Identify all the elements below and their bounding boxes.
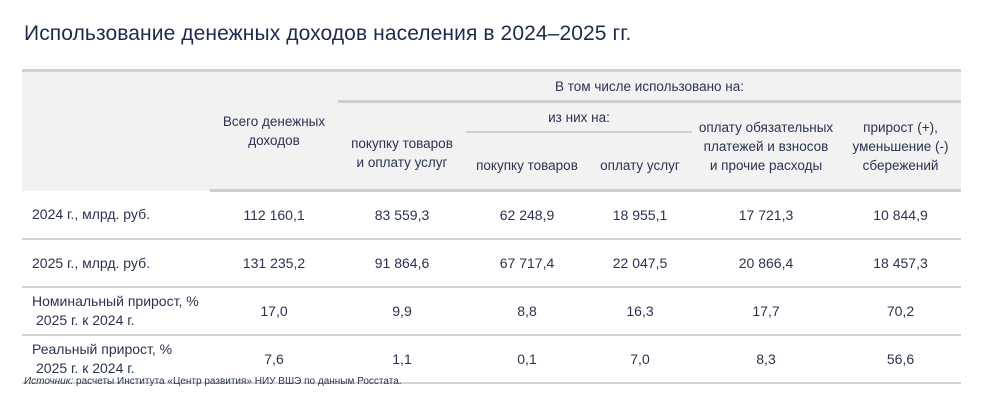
row-label: 2024 г., млрд. руб. xyxy=(22,190,210,240)
cell-total-income: 7,6 xyxy=(210,335,338,384)
row-label: 2025 г., млрд. руб. xyxy=(22,239,210,288)
table-row-2025: 2025 г., млрд. руб. 131 235,2 91 864,6 6… xyxy=(22,239,962,288)
source-label: Источник: xyxy=(24,376,74,387)
table-row-nominal-growth: Номинальный прирост, % 2025 г. к 2024 г.… xyxy=(22,287,962,336)
cell-mandatory-payments: 17,7 xyxy=(692,287,840,336)
header-of-which: из них на: xyxy=(466,101,692,133)
cell-goods-and-services: 83 559,3 xyxy=(338,190,466,240)
header-empty-cell xyxy=(22,69,210,191)
header-mandatory-line2: платежей и взносов xyxy=(703,138,829,154)
header-goods-and-services-line1: покупку товаров xyxy=(351,136,453,151)
cell-mandatory-payments: 8,3 xyxy=(692,335,840,384)
cell-services: 22 047,5 xyxy=(588,239,692,288)
cell-savings-change: 56,6 xyxy=(840,335,962,384)
row-label: Реальный прирост, % 2025 г. к 2024 г. xyxy=(22,335,210,384)
cell-savings-change: 10 844,9 xyxy=(840,190,962,240)
cell-goods: 62 248,9 xyxy=(466,190,588,240)
cell-mandatory-payments: 20 866,4 xyxy=(692,239,840,288)
cell-savings-change: 18 457,3 xyxy=(840,239,962,288)
header-mandatory-payments: оплату обязательных платежей и взносов и… xyxy=(692,101,840,192)
cell-total-income: 112 160,1 xyxy=(210,190,338,240)
header-goods-and-services: покупку товаров и оплату услуг xyxy=(338,101,466,192)
header-goods: покупку товаров xyxy=(466,132,588,192)
header-goods-and-services-line2: и оплату услуг xyxy=(356,155,448,170)
header-total-income-line2: доходов xyxy=(248,132,300,148)
cell-goods-and-services: 9,9 xyxy=(338,287,466,336)
table-row-2024: 2024 г., млрд. руб. 112 160,1 83 559,3 6… xyxy=(22,190,962,240)
header-savings-line3: сбережений xyxy=(862,157,939,173)
cell-mandatory-payments: 17 721,3 xyxy=(692,190,840,240)
cell-goods: 8,8 xyxy=(466,287,588,336)
row-label: Номинальный прирост, % 2025 г. к 2024 г. xyxy=(22,287,210,336)
header-savings-line1: прирост (+), xyxy=(863,119,938,135)
header-group-used-for: В том числе использовано на: xyxy=(338,69,962,103)
cell-services: 7,0 xyxy=(588,335,692,384)
cell-goods: 67 717,4 xyxy=(466,239,588,288)
cell-goods-and-services: 91 864,6 xyxy=(338,239,466,288)
source-note: Источник: расчеты Института «Центр разви… xyxy=(24,376,402,387)
cell-services: 18 955,1 xyxy=(588,190,692,240)
header-savings-line2: уменьшение (-) xyxy=(852,138,949,154)
cell-savings-change: 70,2 xyxy=(840,287,962,336)
page-title: Использование денежных доходов населения… xyxy=(24,22,632,45)
table-body: 2024 г., млрд. руб. 112 160,1 83 559,3 6… xyxy=(22,190,962,384)
cell-total-income: 17,0 xyxy=(210,287,338,336)
cell-services: 16,3 xyxy=(588,287,692,336)
header-services: оплату услуг xyxy=(588,132,692,192)
header-mandatory-line1: оплату обязательных xyxy=(698,119,834,135)
header-total-income-line1: Всего денежных xyxy=(222,113,326,129)
cell-goods: 0,1 xyxy=(466,335,588,384)
header-total-income: Всего денежных доходов xyxy=(210,69,338,192)
table-row-real-growth: Реальный прирост, % 2025 г. к 2024 г. 7,… xyxy=(22,335,962,384)
cell-total-income: 131 235,2 xyxy=(210,239,338,288)
cell-goods-and-services: 1,1 xyxy=(338,335,466,384)
header-savings-change: прирост (+), уменьшение (-) сбережений xyxy=(840,101,962,192)
source-text: расчеты Института «Центр развития» НИУ В… xyxy=(73,376,402,387)
income-usage-table: Всего денежных доходов В том числе испол… xyxy=(22,69,962,384)
table-header: Всего денежных доходов В том числе испол… xyxy=(22,69,962,192)
header-mandatory-line3: и прочие расходы xyxy=(709,157,823,173)
